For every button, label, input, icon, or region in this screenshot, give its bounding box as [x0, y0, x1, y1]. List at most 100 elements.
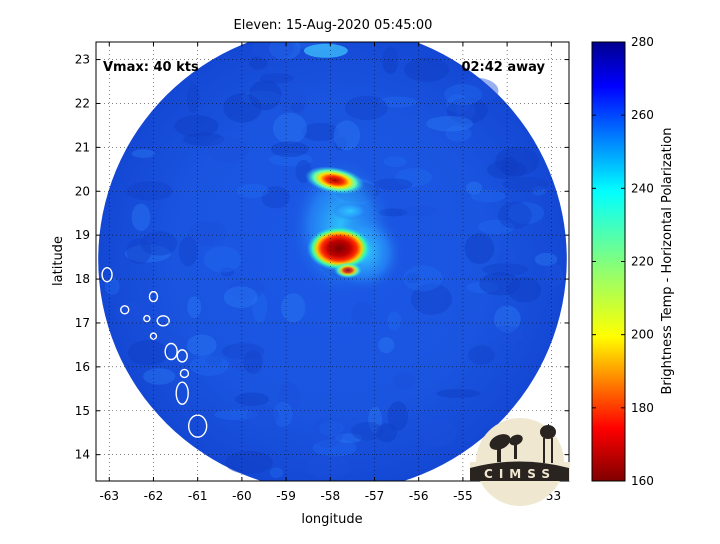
y-tick-label: 16: [75, 360, 90, 374]
island-outline: [156, 315, 170, 327]
texture-blob: [495, 146, 540, 176]
texture-blob: [318, 420, 344, 437]
island-outline: [187, 414, 208, 438]
texture-blob: [223, 286, 258, 309]
colorbar-label: Brightness Temp - Horizontal Polarizatio…: [660, 127, 675, 394]
texture-blob: [446, 94, 470, 114]
texture-blob: [115, 301, 151, 325]
texture-blob: [246, 404, 280, 428]
texture-blob: [464, 233, 495, 264]
satellite-dish-icon: [489, 434, 523, 462]
x-tick-label: -63: [99, 489, 119, 503]
storm-core: [307, 226, 372, 271]
texture-blob: [410, 283, 453, 315]
texture-blob: [466, 281, 499, 294]
texture-blob: [240, 90, 283, 105]
texture-blob: [124, 244, 171, 263]
texture-blob: [377, 96, 417, 108]
texture-blob: [276, 68, 291, 94]
island-outline: [101, 266, 113, 283]
texture-blob: [401, 205, 437, 217]
texture-blob: [261, 186, 290, 209]
texture-blob: [387, 311, 402, 331]
texture-blob: [140, 231, 178, 256]
x-tick-label: -60: [232, 489, 252, 503]
texture-blob: [186, 83, 200, 114]
texture-blob: [303, 43, 348, 58]
texture-blob: [279, 87, 308, 117]
texture-blob: [452, 77, 499, 105]
texture-blob: [455, 99, 476, 121]
island-outline: [176, 349, 188, 363]
island-outline: [120, 305, 130, 315]
grid-lines: [96, 42, 569, 481]
texture-blob: [301, 122, 340, 142]
island-outline: [148, 290, 159, 303]
texture-blob: [174, 115, 219, 138]
texture-blob: [404, 272, 420, 284]
texture-blob: [306, 454, 350, 479]
texture-blob: [502, 176, 550, 192]
texture-blob: [183, 132, 225, 147]
y-tick-label: 14: [75, 448, 90, 462]
texture-blob: [531, 185, 546, 196]
x-tick-label: -55: [453, 489, 473, 503]
texture-blob: [207, 136, 249, 163]
texture-blob: [482, 263, 529, 276]
texture-blob: [351, 301, 374, 326]
texture-blob: [259, 73, 294, 84]
texture-blob: [228, 278, 265, 300]
texture-blob: [227, 341, 264, 372]
texture-blob: [393, 372, 416, 390]
cimss-logo: CIMSS: [470, 418, 570, 506]
texture-blob: [507, 277, 542, 303]
texture-blob: [223, 93, 262, 123]
texture-blob: [426, 116, 474, 132]
texture-blob: [270, 141, 309, 158]
texture-blob: [269, 467, 284, 478]
texture-blob: [249, 56, 268, 70]
colorbar-tick-label: 160: [631, 474, 654, 488]
y-tick-label: 15: [75, 404, 90, 418]
texture-blob: [383, 59, 397, 74]
texture-blob: [403, 265, 443, 292]
texture-blob: [273, 401, 293, 428]
texture-blob: [382, 46, 399, 75]
plot-frame: [95, 41, 570, 482]
texture-blob: [214, 409, 258, 421]
texture-blob: [127, 340, 169, 366]
texture-blob: [126, 181, 173, 201]
texture-blob: [187, 296, 202, 318]
y-tick-label: 17: [75, 316, 90, 330]
texture-blob: [225, 450, 273, 475]
logo-text: CIMSS: [484, 467, 556, 481]
texture-blob: [508, 202, 545, 224]
x-tick-label: -58: [320, 489, 340, 503]
island-outline: [195, 451, 205, 467]
texture-blob: [376, 423, 397, 443]
colorbar-tick-label: 280: [631, 35, 654, 49]
y-tick-label: 19: [75, 228, 90, 242]
texture-blob: [344, 95, 388, 121]
texture-blob: [421, 419, 457, 447]
island-outline: [143, 314, 151, 323]
storm-band-north: [305, 166, 365, 195]
x-tick-label: -57: [365, 489, 385, 503]
y-tick-label: 22: [75, 96, 90, 110]
texture-blob: [333, 120, 361, 151]
texture-blob: [220, 267, 235, 277]
texture-blob: [126, 238, 152, 265]
time-away-label: 02:42 away: [461, 60, 545, 75]
texture-blob: [311, 417, 344, 448]
texture-blob: [383, 156, 407, 168]
plot-area: [96, 42, 569, 481]
island-outline: [164, 342, 178, 361]
y-tick-label: 18: [75, 272, 90, 286]
texture-blob: [500, 156, 518, 177]
texture-blob: [178, 236, 198, 267]
texture-blob: [494, 305, 521, 333]
texture-blob: [470, 189, 506, 203]
texture-blob: [445, 125, 472, 142]
